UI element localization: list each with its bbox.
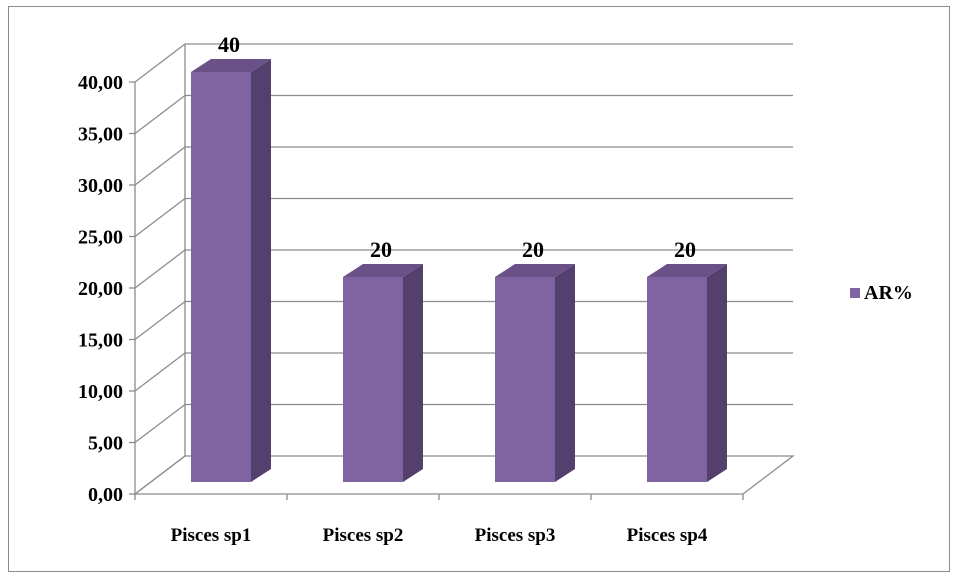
bar-front (495, 277, 555, 482)
bars (191, 59, 727, 482)
bar-front (647, 277, 707, 482)
data-label: 20 (522, 237, 544, 262)
bar-top (495, 264, 575, 277)
legend-label: AR% (864, 282, 913, 304)
bar-side (555, 264, 575, 482)
legend-swatch (850, 288, 860, 298)
y-tick-label: 5,00 (88, 433, 123, 455)
bar-side (403, 264, 423, 482)
gridline-diagonal (134, 43, 186, 83)
gridline-diagonal (134, 94, 186, 135)
data-labels: 40 20 20 20 (218, 32, 696, 262)
y-tick-label: 30,00 (78, 175, 123, 197)
bar-top (191, 59, 271, 72)
y-tick-label: 35,00 (78, 124, 123, 146)
bar-top (647, 264, 727, 277)
x-category-label: Pisces sp3 (475, 525, 556, 546)
y-tick-label: 10,00 (78, 381, 123, 403)
x-category-label: Pisces sp1 (171, 525, 252, 546)
y-tick-label: 15,00 (78, 330, 123, 352)
y-tick-label: 0,00 (88, 484, 123, 506)
data-label: 20 (370, 237, 392, 262)
gridline-diagonal (134, 300, 186, 341)
data-label: 20 (674, 237, 696, 262)
x-category-labels: Pisces sp1 Pisces sp2 Pisces sp3 Pisces sp4 (171, 525, 708, 546)
y-tick-label: 20,00 (78, 278, 123, 300)
bar-front (343, 277, 403, 482)
bar (191, 59, 271, 482)
floor (133, 455, 795, 495)
data-label: 40 (218, 32, 240, 57)
bar-front (191, 72, 251, 482)
axes (129, 81, 795, 500)
gridline-diagonal (134, 249, 186, 289)
gridline-diagonal (134, 197, 186, 238)
gridline-diagonal (134, 403, 186, 444)
bar-top (343, 264, 423, 277)
x-category-label: Pisces sp4 (627, 525, 708, 546)
x-category-label: Pisces sp2 (323, 525, 404, 546)
bar (647, 264, 727, 482)
bar (343, 264, 423, 482)
y-tick-labels: 0,00 5,00 10,00 15,00 20,00 25,00 30,00 35,00 40… (78, 72, 123, 506)
bar-side (251, 59, 271, 482)
gridline-diagonal (134, 146, 186, 186)
chart-frame (8, 6, 950, 572)
bar (495, 264, 575, 482)
bar-side (707, 264, 727, 482)
gridline-diagonal (134, 352, 186, 392)
y-tick-label: 25,00 (78, 227, 123, 249)
y-tick-label: 40,00 (78, 72, 123, 94)
legend: AR% (850, 282, 913, 304)
